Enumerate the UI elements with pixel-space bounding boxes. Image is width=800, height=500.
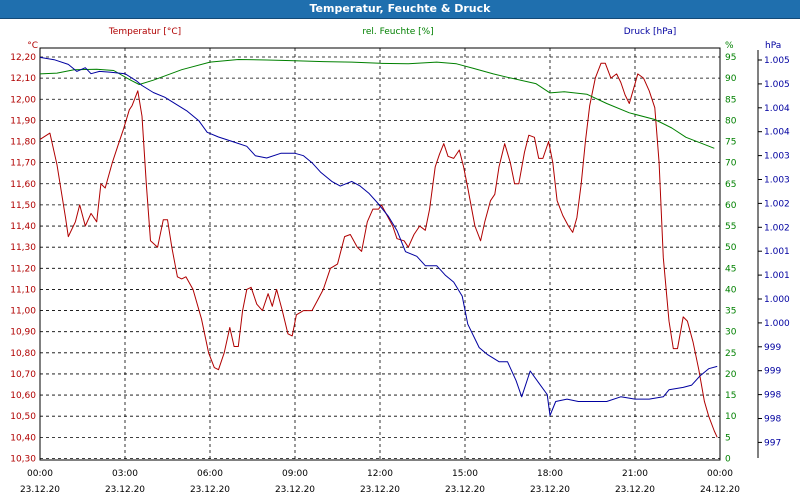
humidity-tick-label: 75 bbox=[725, 138, 736, 148]
x-tick-date: 24.12.20 bbox=[700, 485, 740, 495]
chart-area: 12,20 12,10 12,00 11,90 11,80 11,70 11,60 11,50… bbox=[10, 27, 790, 495]
temperature-tick-label: 11,10 bbox=[10, 285, 36, 295]
pressure-tick-label: 1.002 bbox=[764, 223, 790, 233]
temperature-axis-title: Temperatur [°C] bbox=[108, 27, 181, 37]
x-tick-date: 23.12.20 bbox=[190, 485, 230, 495]
humidity-tick-label: 85 bbox=[725, 95, 736, 105]
humidity-tick-label: 15 bbox=[725, 391, 736, 401]
humidity-tick-label: 0 bbox=[725, 454, 731, 464]
humidity-tick-label: 30 bbox=[725, 328, 737, 338]
temperature-tick-label: 11,50 bbox=[10, 201, 36, 211]
x-tick-time: 00:00 bbox=[707, 469, 733, 479]
x-tick-time: 06:00 bbox=[197, 469, 223, 479]
x-tick-date: 23.12.20 bbox=[275, 485, 315, 495]
temperature-tick-label: 10,40 bbox=[10, 433, 36, 443]
humidity-tick-label: 95 bbox=[725, 53, 736, 63]
humidity-unit: % bbox=[725, 41, 734, 51]
plot-frame bbox=[39, 47, 721, 461]
x-tick-date: 23.12.20 bbox=[445, 485, 485, 495]
humidity-tick-label: 25 bbox=[725, 349, 736, 359]
humidity-axis-title: rel. Feuchte [%] bbox=[362, 27, 433, 37]
pressure-tick-label: 1.001 bbox=[764, 271, 790, 281]
x-tick-date: 23.12.20 bbox=[360, 485, 400, 495]
x-tick-date: 23.12.20 bbox=[105, 485, 145, 495]
temperature-tick-label: 11,40 bbox=[10, 222, 36, 232]
humidity-tick-label: 60 bbox=[725, 201, 737, 211]
temperature-tick-label: 11,80 bbox=[10, 138, 36, 148]
temperature-tick-label: 12,00 bbox=[10, 95, 36, 105]
pressure-tick-label: 1.002 bbox=[764, 199, 790, 209]
pressure-tick-label: 1.003 bbox=[764, 152, 790, 162]
chart-title: Temperatur, Feuchte & Druck bbox=[0, 0, 800, 19]
x-tick-time: 18:00 bbox=[537, 469, 563, 479]
pressure-series-line bbox=[39, 56, 718, 416]
pressure-tick-label: 998 bbox=[764, 415, 781, 425]
temperature-tick-label: 10,30 bbox=[10, 454, 36, 464]
humidity-tick-label: 20 bbox=[725, 370, 737, 380]
temperature-tick-label: 11,70 bbox=[10, 159, 36, 169]
x-tick-time: 09:00 bbox=[282, 469, 308, 479]
temperature-tick-label: 11,90 bbox=[10, 116, 36, 126]
x-tick-date: 23.12.20 bbox=[20, 485, 60, 495]
pressure-tick-label: 1.005 bbox=[764, 80, 790, 90]
temperature-tick-label: 11,60 bbox=[10, 180, 36, 190]
humidity-tick-label: 35 bbox=[725, 307, 736, 317]
pressure-tick-label: 1.005 bbox=[764, 56, 790, 66]
pressure-tick-label: 999 bbox=[764, 343, 781, 353]
pressure-tick-label: 1.000 bbox=[764, 295, 790, 305]
humidity-tick-label: 65 bbox=[725, 180, 736, 190]
humidity-tick-label: 10 bbox=[725, 412, 737, 422]
x-tick-date: 23.12.20 bbox=[530, 485, 570, 495]
axis-labels: Temperatur [°C] rel. Feuchte [%] Druck [hP… bbox=[27, 27, 781, 51]
temperature-tick-label: 12,20 bbox=[10, 53, 36, 63]
humidity-tick-label: 90 bbox=[725, 74, 737, 84]
humidity-tick-label: 70 bbox=[725, 159, 737, 169]
temperature-tick-label: 11,20 bbox=[10, 264, 36, 274]
temperature-unit: °C bbox=[27, 41, 38, 51]
pressure-unit: hPa bbox=[765, 41, 781, 51]
series-layer bbox=[39, 56, 718, 438]
grid-lines bbox=[40, 48, 720, 460]
humidity-tick-label: 40 bbox=[725, 285, 737, 295]
pressure-tick-label: 1.000 bbox=[764, 319, 790, 329]
temperature-tick-label: 10,50 bbox=[10, 412, 36, 422]
x-tick-time: 21:00 bbox=[622, 469, 648, 479]
temperature-series-line bbox=[39, 62, 718, 438]
x-tick-time: 12:00 bbox=[367, 469, 393, 479]
temperature-tick-label: 11,30 bbox=[10, 243, 36, 253]
x-tick-time: 00:00 bbox=[27, 469, 53, 479]
humidity-tick-label: 80 bbox=[725, 116, 737, 126]
temperature-tick-label: 10,90 bbox=[10, 328, 36, 338]
temperature-tick-label: 12,10 bbox=[10, 74, 36, 84]
humidity-tick-label: 50 bbox=[725, 243, 737, 253]
x-tick-date: 23.12.20 bbox=[615, 485, 655, 495]
humidity-tick-label: 5 bbox=[725, 433, 731, 443]
pressure-tick-label: 999 bbox=[764, 367, 781, 377]
pressure-axis-title: Druck [hPa] bbox=[624, 27, 677, 37]
pressure-tick-label: 1.004 bbox=[764, 104, 790, 114]
pressure-tick-label: 998 bbox=[764, 391, 781, 401]
humidity-tick-label: 45 bbox=[725, 264, 736, 274]
pressure-tick-label: 997 bbox=[764, 438, 781, 448]
humidity-series-line bbox=[39, 59, 715, 149]
temperature-tick-label: 10,60 bbox=[10, 391, 36, 401]
temperature-tick-label: 10,70 bbox=[10, 370, 36, 380]
x-tick-time: 03:00 bbox=[112, 469, 138, 479]
pressure-tick-label: 1.004 bbox=[764, 128, 790, 138]
axis-ticks: 12,20 12,10 12,00 11,90 11,80 11,70 11,60 11,50… bbox=[10, 50, 790, 495]
humidity-tick-label: 55 bbox=[725, 222, 736, 232]
pressure-tick-label: 1.001 bbox=[764, 247, 790, 257]
temperature-tick-label: 10,80 bbox=[10, 349, 36, 359]
x-tick-time: 15:00 bbox=[452, 469, 478, 479]
temperature-tick-label: 11,00 bbox=[10, 307, 36, 317]
pressure-tick-label: 1.003 bbox=[764, 176, 790, 186]
